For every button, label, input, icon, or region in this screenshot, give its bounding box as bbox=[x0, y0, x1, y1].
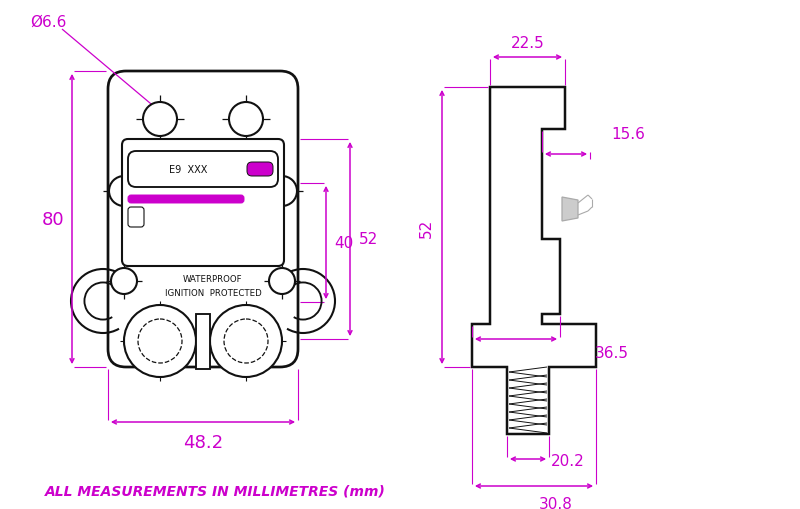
Circle shape bbox=[229, 103, 263, 137]
Circle shape bbox=[210, 305, 282, 377]
Text: IGNITION  PROTECTED: IGNITION PROTECTED bbox=[165, 289, 262, 298]
Text: 40: 40 bbox=[334, 236, 354, 250]
Text: 52: 52 bbox=[418, 218, 434, 237]
FancyBboxPatch shape bbox=[128, 208, 144, 228]
Polygon shape bbox=[562, 197, 578, 221]
Text: 36.5: 36.5 bbox=[595, 346, 629, 361]
Bar bbox=[196, 314, 210, 369]
FancyBboxPatch shape bbox=[247, 163, 273, 177]
Circle shape bbox=[224, 319, 268, 363]
Circle shape bbox=[124, 305, 196, 377]
Circle shape bbox=[138, 319, 182, 363]
Text: 20.2: 20.2 bbox=[551, 454, 585, 469]
Text: E9  XXX: E9 XXX bbox=[169, 165, 207, 175]
FancyBboxPatch shape bbox=[128, 195, 244, 204]
Text: 22.5: 22.5 bbox=[510, 36, 544, 50]
Text: 48.2: 48.2 bbox=[183, 433, 223, 451]
Circle shape bbox=[267, 177, 297, 207]
Text: ALL MEASUREMENTS IN MILLIMETRES (mm): ALL MEASUREMENTS IN MILLIMETRES (mm) bbox=[45, 484, 386, 498]
FancyBboxPatch shape bbox=[108, 72, 298, 367]
Text: 80: 80 bbox=[42, 211, 64, 229]
FancyBboxPatch shape bbox=[122, 140, 284, 267]
Text: WATERPROOF: WATERPROOF bbox=[183, 275, 243, 284]
Text: Ø6.6: Ø6.6 bbox=[30, 14, 66, 30]
Text: 15.6: 15.6 bbox=[611, 127, 645, 142]
Circle shape bbox=[269, 268, 295, 294]
Text: 52: 52 bbox=[358, 232, 378, 247]
Polygon shape bbox=[472, 88, 596, 434]
Circle shape bbox=[109, 177, 139, 207]
FancyBboxPatch shape bbox=[128, 152, 278, 188]
Text: 30.8: 30.8 bbox=[539, 496, 573, 509]
Circle shape bbox=[143, 103, 177, 137]
Circle shape bbox=[111, 268, 137, 294]
